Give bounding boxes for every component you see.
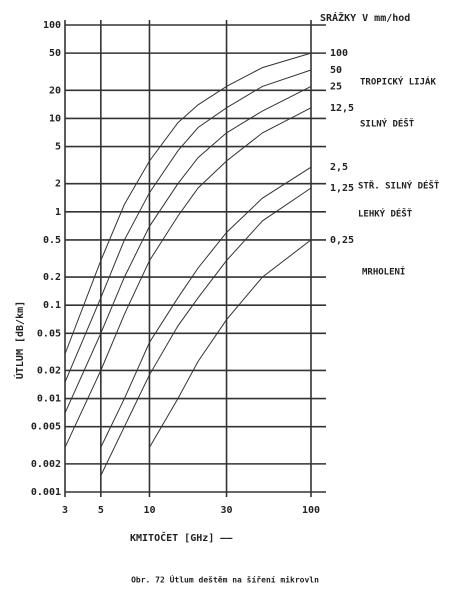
y-axis-label: ÚTLUM [dB/km]: [13, 301, 26, 379]
data-line: [100, 166, 312, 448]
annotation: TROPICKÝ LIJÁK: [360, 76, 436, 88]
series-label: 25: [330, 81, 342, 92]
data-line: [64, 69, 312, 383]
annotation: SILNÝ DÉŠŤ: [360, 118, 415, 130]
series-label: 100: [330, 48, 348, 59]
series-label: 12,5: [330, 103, 354, 114]
data-line: [149, 239, 312, 448]
y-tick-label: 0.5: [43, 235, 61, 246]
series-label: 50: [330, 65, 342, 76]
y-tick-label: 0.01: [37, 394, 61, 405]
x-tick-label: 100: [302, 505, 320, 516]
y-tick-label: 0.02: [37, 365, 61, 376]
y-tick-label: 50: [49, 48, 61, 59]
y-tick-label: 5: [55, 142, 61, 153]
x-axis-label: KMITOČET [GHz] ——: [130, 531, 233, 544]
series-label: 2,5: [330, 162, 348, 173]
annotation: MRHOLENÍ: [362, 266, 405, 278]
y-tick-label: 0.002: [31, 459, 61, 470]
y-tick-label: 0.2: [43, 272, 61, 283]
series-label: 1,25: [330, 183, 354, 194]
series-label: 0,25: [330, 235, 354, 246]
annotation: STŘ. SILNÝ DÉŠŤ: [358, 180, 440, 192]
legend-title: SRÁŽKY V mm/hod: [320, 11, 410, 24]
y-tick-label: 1: [55, 207, 61, 218]
data-line: [64, 85, 312, 414]
y-tick-label: 0.001: [31, 487, 61, 498]
y-tick-label: 2: [55, 179, 61, 190]
data-line: [100, 187, 312, 476]
y-tick-label: 0.005: [31, 422, 61, 433]
data-line: [64, 52, 312, 355]
y-tick-label: 20: [49, 85, 61, 96]
y-tick-label: 100: [43, 20, 61, 31]
x-tick-label: 3: [62, 505, 68, 516]
x-tick-label: 5: [98, 505, 104, 516]
annotation: LEHKÝ DÉŠŤ: [358, 208, 413, 220]
x-tick-label: 10: [143, 505, 155, 516]
data-line: [64, 107, 312, 448]
caption: Obr. 72 Útlum deštěm na šíření mikrovln: [131, 574, 319, 585]
y-tick-label: 10: [49, 113, 61, 124]
y-tick-label: 0.05: [37, 328, 61, 339]
y-tick-label: 0.1: [43, 300, 61, 311]
x-tick-label: 30: [221, 505, 233, 516]
